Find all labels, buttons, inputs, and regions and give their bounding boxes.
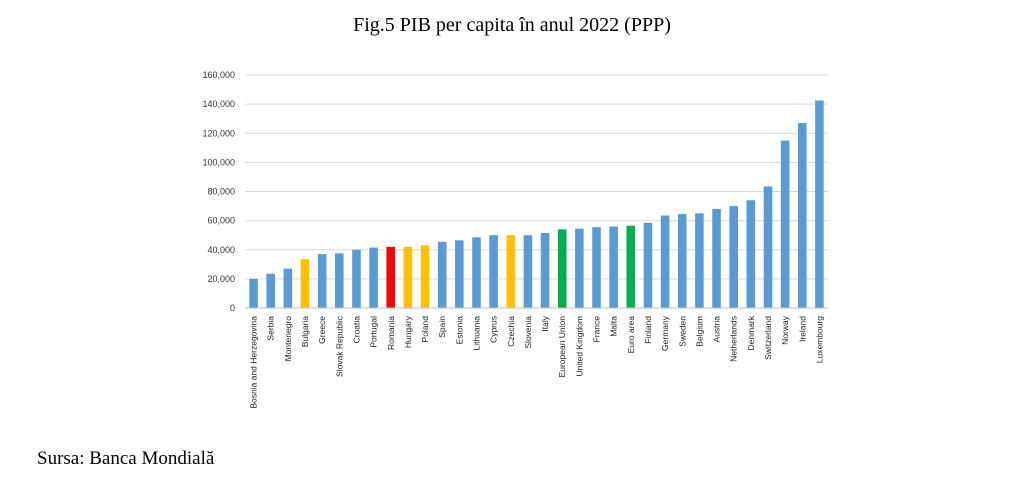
bar-ireland (797, 123, 807, 309)
x-category-label: Malta (609, 316, 619, 337)
x-category-label: Austria (712, 316, 722, 343)
x-category-label: Serbia (266, 316, 276, 341)
x-category-label: Ireland (797, 316, 807, 342)
y-tick-label: 20,000 (207, 274, 235, 284)
bars (249, 100, 824, 309)
bar-spain (437, 241, 447, 308)
y-tick-label: 120,000 (202, 128, 235, 138)
bar-belgium (695, 213, 704, 308)
x-category-label: Luxembourg (814, 316, 824, 364)
x-category-label: Estonia (454, 316, 464, 345)
x-category-label: Hungary (403, 315, 413, 348)
x-category-label: Netherlands (729, 316, 739, 362)
x-axis-labels: Bosnia and Herzegovina Serbia Montenegro Bu… (249, 315, 825, 408)
x-category-label: United Kingdom (574, 316, 584, 376)
bar-norway (780, 140, 790, 308)
x-category-label: Bosnia and Herzegovina (249, 316, 259, 409)
bar-chart: 0 20,000 40,000 60,000 80,000 100,000 120,000 1… (202, 70, 828, 409)
x-category-label: Spain (437, 316, 447, 338)
x-category-label: Norway (780, 315, 790, 345)
bar-sweden (677, 214, 687, 308)
y-tick-label: 60,000 (207, 216, 235, 226)
bar-bosnia-and-herzegovina (249, 278, 258, 308)
x-category-label: Slovak Republic (334, 315, 344, 377)
bar-lithuania (472, 237, 481, 308)
bar-czechia (506, 235, 516, 308)
y-tick-label: 40,000 (207, 245, 235, 255)
bar-austria (712, 208, 721, 308)
bar-germany (660, 215, 670, 308)
bar-greece (317, 254, 327, 308)
bar-euro-area (626, 225, 636, 308)
bar-netherlands (729, 206, 738, 308)
bar-bulgaria (300, 259, 310, 308)
x-category-label: Sweden (677, 316, 687, 347)
bar-portugal (369, 247, 378, 308)
bar-estonia (455, 240, 464, 308)
bar-united-kingdom (575, 228, 584, 308)
bar-croatia (352, 249, 361, 308)
x-category-label: Czechia (506, 316, 516, 347)
y-tick-label: 160,000 (202, 70, 235, 80)
x-category-label: Belgium (694, 316, 704, 347)
bar-france (592, 227, 601, 308)
bar-montenegro (283, 268, 293, 308)
x-category-label: European Union (557, 316, 567, 378)
x-category-label: Switzerland (763, 316, 773, 360)
x-category-label: Denmark (746, 315, 756, 350)
x-category-label: Greece (317, 316, 327, 344)
x-category-label: Italy (540, 315, 550, 331)
x-category-label: Romania (386, 316, 396, 350)
figure-title: Fig.5 PIB per capita în anul 2022 (PPP) (353, 14, 671, 36)
y-axis-ticks: 0 20,000 40,000 60,000 80,000 100,000 120,000 1… (202, 70, 235, 313)
x-category-label: France (592, 316, 602, 343)
bar-italy (540, 233, 550, 308)
x-category-label: Poland (420, 316, 430, 343)
x-category-label: Cyprus (489, 316, 499, 343)
y-tick-label: 0 (230, 303, 235, 313)
x-category-label: Euro area (626, 316, 636, 354)
x-category-label: Montenegro (283, 316, 293, 362)
y-tick-label: 100,000 (202, 157, 235, 167)
x-category-label: Lithuania (471, 316, 481, 351)
bar-hungary (403, 246, 413, 308)
bar-serbia (266, 273, 276, 308)
bar-slovenia (523, 235, 533, 308)
x-category-label: Finland (643, 316, 653, 344)
y-tick-label: 80,000 (207, 187, 235, 197)
bar-switzerland (763, 186, 773, 308)
x-category-label: Germany (660, 315, 670, 351)
bar-cyprus (489, 235, 498, 308)
x-category-label: Croatia (351, 316, 361, 344)
bar-malta (609, 226, 618, 308)
bar-luxembourg (815, 100, 824, 308)
bar-poland (420, 245, 430, 308)
bar-european-union (557, 229, 567, 308)
bar-finland (643, 222, 653, 308)
gridlines (245, 74, 828, 280)
bar-romania (386, 246, 396, 308)
x-category-label: Slovenia (523, 316, 533, 349)
x-category-label: Bulgaria (300, 316, 310, 347)
bar-slovak-republic (335, 253, 344, 308)
bar-denmark (746, 200, 756, 308)
y-tick-label: 140,000 (202, 99, 235, 109)
source-note: Sursa: Banca Mondială (37, 448, 215, 469)
x-category-label: Portugal (369, 316, 379, 348)
